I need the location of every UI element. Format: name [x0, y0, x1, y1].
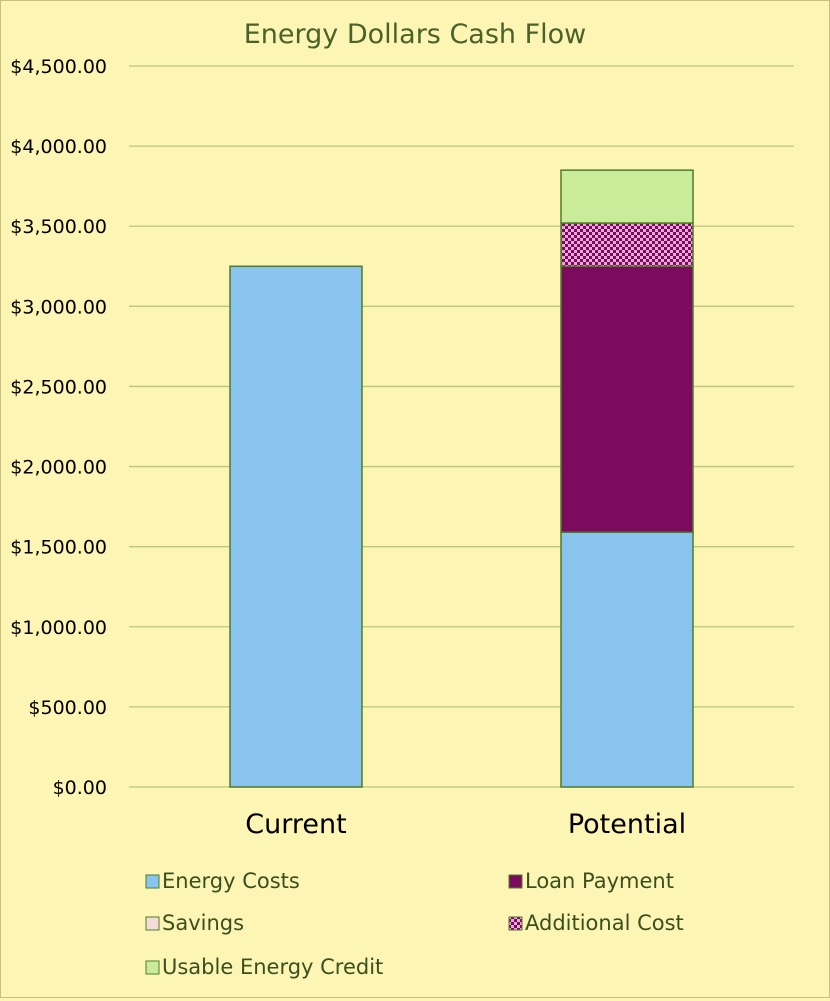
y-tick-label: $2,000.00	[10, 457, 107, 479]
y-tick-label: $1,000.00	[10, 617, 107, 639]
legend-swatch	[508, 916, 523, 931]
y-tick-label: $500.00	[28, 697, 107, 719]
legend-swatch	[145, 874, 160, 889]
bar-additional-cost-potential	[560, 222, 694, 268]
y-tick-label: $3,500.00	[10, 216, 107, 238]
x-tick-label: Potential	[568, 809, 686, 840]
y-tick-label: $4,500.00	[10, 56, 107, 78]
x-tick-label: Current	[245, 809, 346, 840]
legend-label: Additional Cost	[525, 911, 684, 935]
y-axis: $0.00 $500.00 $1,000.00 $1,500.00 $2,000.00 $…	[10, 56, 107, 799]
y-tick-label: $0.00	[53, 777, 107, 799]
bar-energy-costs-current	[229, 265, 363, 788]
x-axis: Current Potential	[245, 809, 686, 840]
bar-loan-payment-potential	[560, 265, 694, 533]
legend-label: Usable Energy Credit	[162, 955, 383, 979]
legend: Energy Costs Loan Payment Savings Additiona…	[145, 869, 684, 979]
y-tick-label: $4,000.00	[10, 136, 107, 158]
bar-energy-costs-potential	[560, 531, 694, 788]
legend-swatch	[508, 874, 523, 889]
gridlines	[129, 65, 794, 788]
bar-series	[229, 169, 694, 788]
legend-label: Savings	[162, 911, 244, 935]
y-tick-label: $2,500.00	[10, 376, 107, 398]
legend-swatch	[145, 960, 160, 975]
legend-label: Energy Costs	[162, 869, 300, 893]
legend-swatch	[145, 916, 160, 931]
y-tick-label: $3,000.00	[10, 296, 107, 318]
chart-title: Energy Dollars Cash Flow	[244, 19, 587, 50]
y-tick-label: $1,500.00	[10, 537, 107, 559]
bar-usable-energy-credit-potential	[560, 169, 694, 224]
legend-label: Loan Payment	[525, 869, 674, 893]
